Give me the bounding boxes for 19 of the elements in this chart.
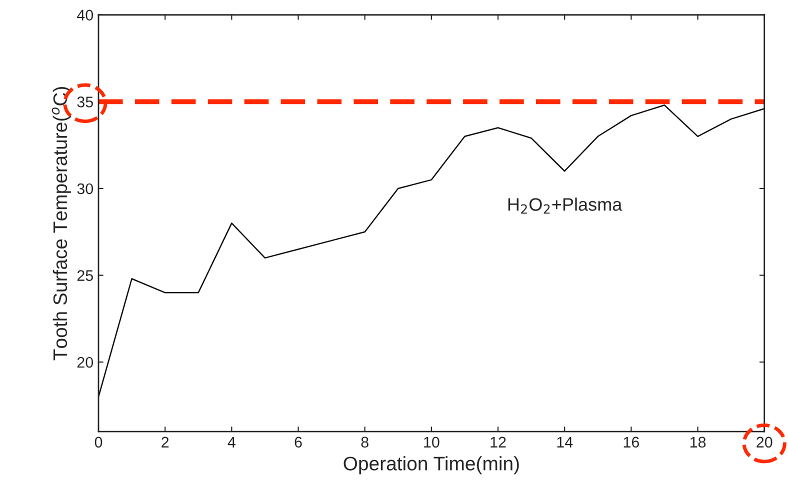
x-axis-title: Operation Time(min) bbox=[344, 456, 519, 474]
y-tick-label: 25 bbox=[77, 270, 93, 281]
x-tick-label: 0 bbox=[94, 436, 102, 448]
x-tick-label: 4 bbox=[228, 436, 236, 448]
x-tick-label: 14 bbox=[557, 436, 573, 448]
y-tick-label: 20 bbox=[77, 356, 94, 368]
y-tick-label: 40 bbox=[77, 10, 94, 21]
x-tick-label: 10 bbox=[424, 436, 440, 448]
x-tick-label: 16 bbox=[624, 436, 640, 448]
series-label: H$_{2}$O$_{2}$+Plasma bbox=[508, 198, 622, 214]
line-series bbox=[98, 104, 764, 398]
x-tick-label: 8 bbox=[361, 436, 368, 448]
x-tick-label: 2 bbox=[162, 436, 169, 448]
x-tick-label: 20 bbox=[756, 436, 772, 448]
y-tick-label: 30 bbox=[77, 183, 94, 194]
x-tick-label: 18 bbox=[690, 436, 706, 448]
y-tick-label: 35 bbox=[77, 96, 93, 108]
x-tick-label: 12 bbox=[490, 436, 506, 448]
x-tick-label: 6 bbox=[294, 436, 302, 448]
